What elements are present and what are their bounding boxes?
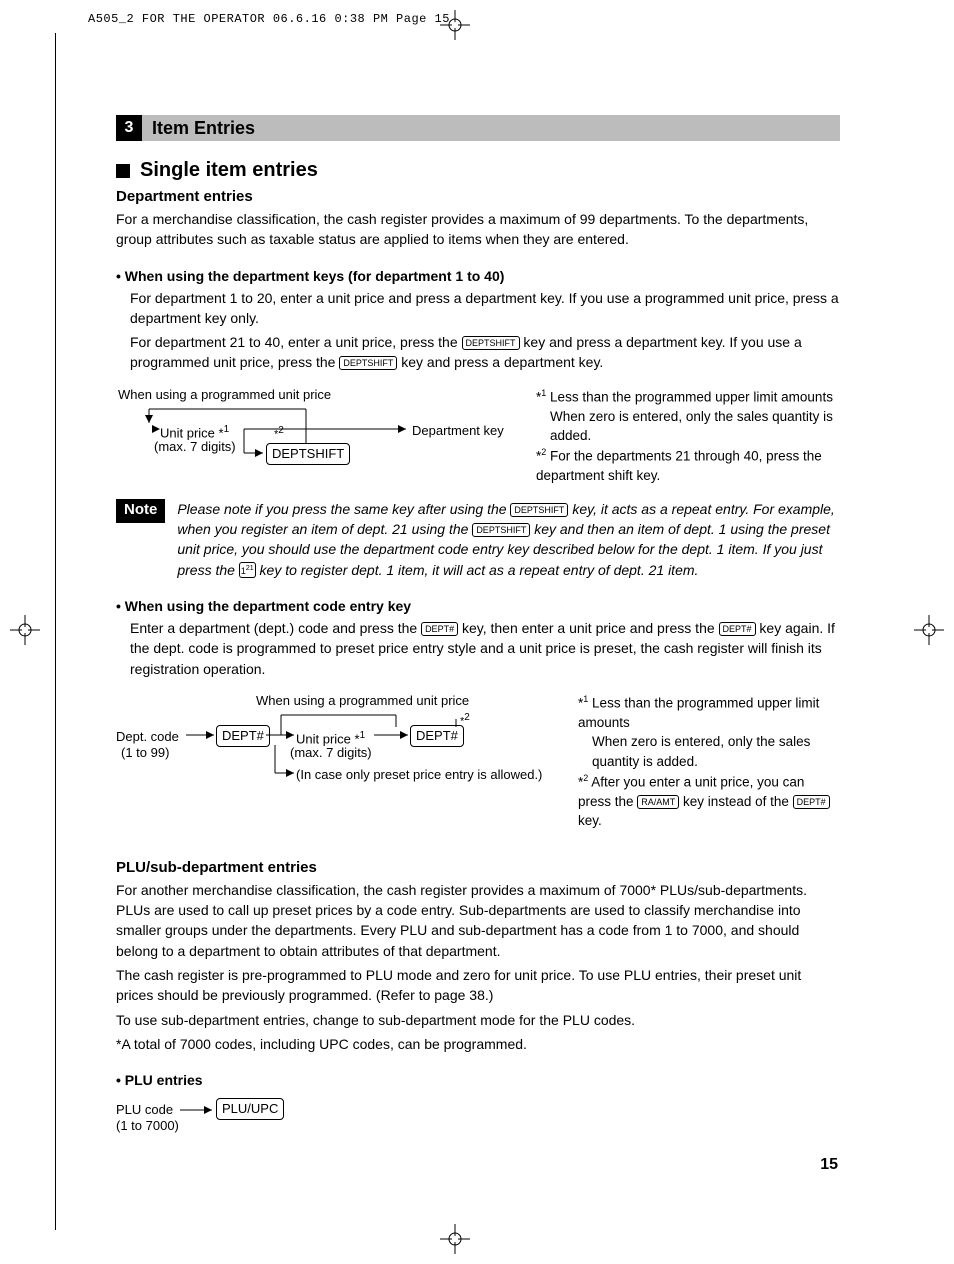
- diag3-pluupc-key: PLU/UPC: [216, 1098, 284, 1120]
- print-header: A505_2 FOR THE OPERATOR 06.6.16 0:38 PM …: [88, 12, 450, 26]
- note-label: Note: [116, 499, 165, 523]
- text: Less than the programmed upper limit amo…: [550, 389, 833, 404]
- fn1-2: *2 For the departments 21 through 40, pr…: [536, 446, 840, 486]
- diag2-star2: *2: [460, 711, 470, 729]
- text: 21: [246, 565, 254, 572]
- para-b2: Enter a department (dept.) code and pres…: [130, 618, 840, 679]
- diag1-deptkey: Department key: [412, 423, 504, 440]
- heading-plu-entries: PLU/sub-department entries: [116, 859, 840, 876]
- content: 3 Item Entries Single item entries Depar…: [116, 115, 840, 1146]
- text: For department 21 to 40, enter a unit pr…: [130, 334, 462, 350]
- diagram-3: PLU code (1 to 7000) PLU/UPC: [116, 1096, 416, 1146]
- text: key, then enter a unit price and press t…: [458, 620, 718, 636]
- crop-mark-right-icon: [914, 615, 944, 645]
- deptshift-key-icon: DEPTSHIFT: [462, 336, 520, 350]
- fn1-1: *1 Less than the programmed upper limit …: [536, 387, 840, 407]
- margin-line: [55, 33, 56, 1230]
- crop-mark-bottom-icon: [440, 1224, 470, 1254]
- text: 2: [278, 425, 284, 436]
- text: key to register dept. 1 item, it will ac…: [256, 562, 699, 578]
- diagram-1: When using a programmed unit price: [116, 387, 516, 487]
- diagram-2: When using a programmed unit price: [116, 693, 566, 803]
- page-number: 15: [820, 1156, 838, 1174]
- section-number: 3: [116, 115, 142, 141]
- diag3-plucode2: (1 to 7000): [116, 1118, 179, 1135]
- text: Less than the programmed upper limit amo…: [578, 695, 819, 730]
- text: Please note if you press the same key af…: [177, 501, 510, 517]
- bullet-plu-entries: • PLU entries: [116, 1072, 840, 1088]
- text: key.: [578, 813, 602, 828]
- text: For the departments 21 through 40, press…: [536, 448, 822, 483]
- diag1-deptshift-key: DEPTSHIFT: [266, 443, 350, 465]
- diag2-deptnum-key-1: DEPT#: [216, 725, 270, 747]
- diag2-preset: (In case only preset price entry is allo…: [296, 767, 542, 784]
- text: 2: [464, 712, 470, 723]
- para-plu4: *A total of 7000 codes, including UPC co…: [116, 1034, 840, 1054]
- deptnum-key-icon: DEPT#: [421, 622, 458, 636]
- diagram-1-footnotes: *1 Less than the programmed upper limit …: [536, 387, 840, 487]
- para-plu3: To use sub-department entries, change to…: [116, 1010, 840, 1030]
- note-block: Note Please note if you press the same k…: [116, 499, 840, 580]
- deptnum-key-icon: DEPT#: [410, 725, 464, 747]
- fn2-2: *2 After you enter a unit price, you can…: [578, 772, 840, 831]
- pluupc-key-icon: PLU/UPC: [216, 1098, 284, 1120]
- diag2-caption: When using a programmed unit price: [256, 693, 469, 710]
- note-text: Please note if you press the same key af…: [177, 499, 840, 580]
- bullet-dept-keys: • When using the department keys (for de…: [116, 268, 840, 284]
- deptshift-key-icon: DEPTSHIFT: [266, 443, 350, 465]
- text: Enter a department (dept.) code and pres…: [130, 620, 421, 636]
- heading-department-entries: Department entries: [116, 188, 840, 205]
- crop-mark-top-icon: [440, 10, 470, 40]
- fn2-1: *1 Less than the programmed upper limit …: [578, 693, 840, 733]
- para-b1a: For department 1 to 20, enter a unit pri…: [130, 288, 840, 329]
- raamt-key-icon: RA/AMT: [637, 795, 679, 809]
- subhead-text: Single item entries: [140, 159, 318, 182]
- diagram-2-row: When using a programmed unit price: [116, 693, 840, 831]
- deptnum-key-icon: DEPT#: [216, 725, 270, 747]
- diag2-deptcode: Dept. code: [116, 729, 179, 746]
- diag2-deptnum-key-2: DEPT#: [410, 725, 464, 747]
- diag1-max: (max. 7 digits): [154, 439, 236, 456]
- diag1-caption: When using a programmed unit price: [118, 387, 331, 404]
- dept-1-21-key-icon: 121: [239, 562, 256, 578]
- crop-mark-left-icon: [10, 615, 40, 645]
- fn1-1b: When zero is entered, only the sales qua…: [550, 407, 840, 446]
- para-plu1: For another merchandise classification, …: [116, 880, 840, 961]
- text: key and press a department key.: [397, 354, 603, 370]
- deptnum-key-icon: DEPT#: [719, 622, 756, 636]
- deptshift-key-icon: DEPTSHIFT: [510, 503, 568, 517]
- deptshift-key-icon: DEPTSHIFT: [339, 356, 397, 370]
- deptnum-key-icon: DEPT#: [793, 795, 830, 809]
- page: A505_2 FOR THE OPERATOR 06.6.16 0:38 PM …: [0, 0, 954, 1264]
- section-bar: 3 Item Entries: [116, 115, 840, 141]
- bullet-dept-code: • When using the department code entry k…: [116, 598, 840, 614]
- diag3-plucode: PLU code: [116, 1102, 173, 1119]
- diag2-max: (max. 7 digits): [290, 745, 372, 762]
- square-bullet-icon: [116, 164, 130, 178]
- text: 1: [360, 730, 366, 741]
- fn2-1b: When zero is entered, only the sales qua…: [592, 732, 840, 771]
- subhead-single-item: Single item entries: [116, 159, 840, 182]
- deptshift-key-icon: DEPTSHIFT: [472, 523, 530, 537]
- para-b1b: For department 21 to 40, enter a unit pr…: [130, 332, 840, 373]
- text: key instead of the: [679, 794, 792, 809]
- diagram-1-row: When using a programmed unit price: [116, 387, 840, 487]
- para-plu2: The cash register is pre-programmed to P…: [116, 965, 840, 1006]
- section-title: Item Entries: [152, 118, 255, 139]
- diagram-2-footnotes: *1 Less than the programmed upper limit …: [578, 693, 840, 831]
- diag2-deptcode2: (1 to 99): [121, 745, 169, 762]
- para-dept: For a merchandise classification, the ca…: [116, 209, 840, 250]
- diag1-star2: *2: [274, 424, 284, 442]
- text: 1: [224, 424, 230, 435]
